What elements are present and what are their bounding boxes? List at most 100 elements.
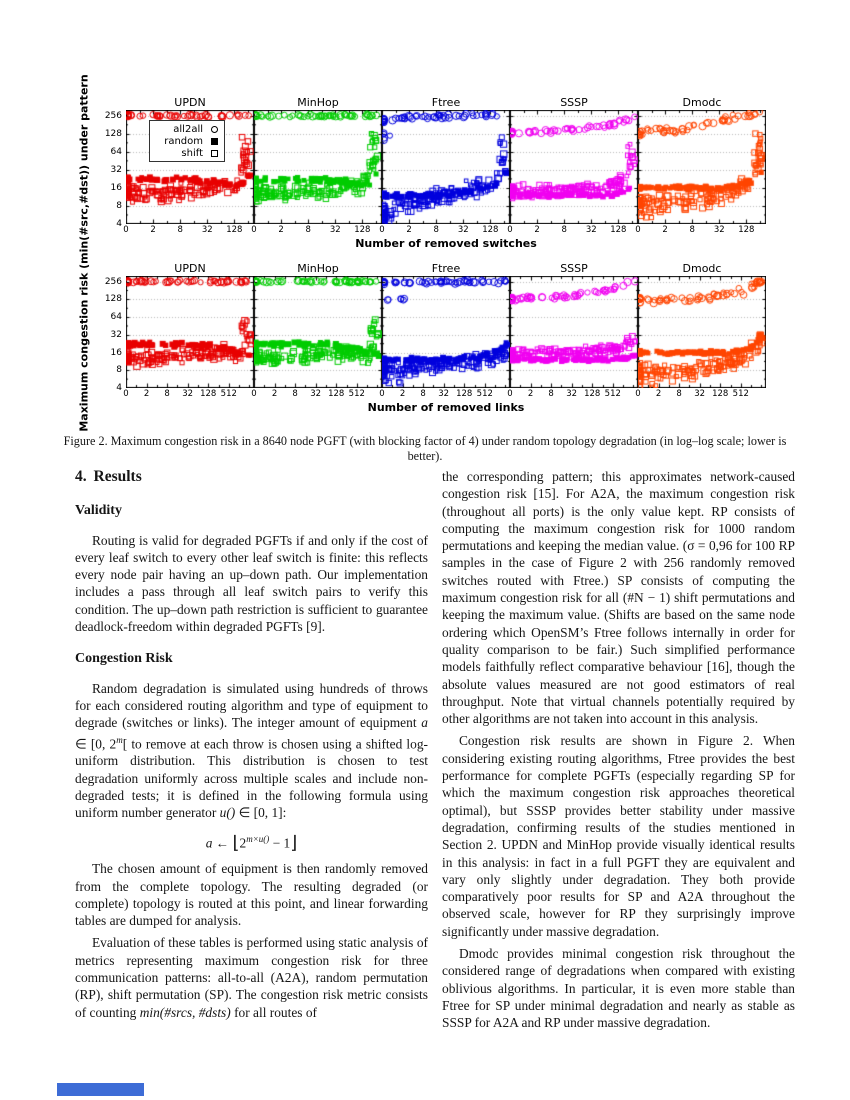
y-tick: 64: [110, 312, 122, 323]
x-tick: 2: [655, 389, 662, 399]
x-tick-labels: 0 2 8 32 128: [251, 224, 382, 235]
x-tick: 8: [433, 225, 439, 235]
link-annotation-box[interactable]: [57, 1083, 144, 1096]
congestion-paragraph-3: Evaluation of these tables is performed …: [75, 934, 428, 1020]
math-base: 2: [239, 834, 247, 850]
x-tick: 32: [329, 225, 341, 235]
y-tick: 8: [116, 365, 122, 376]
x-tick: 0: [123, 389, 129, 399]
x-tick: 32: [182, 389, 194, 399]
figure-strip: 0 2 8 32 128 0 2 8 32 128 0 2 8 32 128 0 2 8 32 128 0 2 8 32 128: [123, 224, 766, 235]
x-axis-label: Number of removed links: [367, 401, 525, 414]
y-axis-label: Maximum congestion risk (min(#src,#dst))…: [77, 74, 91, 432]
floor-right-symbol: ⌋: [290, 831, 298, 852]
x-tick: 32: [438, 389, 450, 399]
text-run: ∈ [0, 2: [75, 736, 117, 752]
x-tick: 128: [738, 225, 755, 235]
x-tick: 512: [732, 389, 749, 399]
right-paragraph-3: Dmodc provides minimal congestion risk t…: [442, 946, 795, 1031]
x-tick: 32: [457, 225, 469, 235]
x-tick-labels: 0 2 8 32 128: [123, 224, 254, 235]
x-tick: 512: [604, 389, 621, 399]
x-tick-labels: 0 2 8 32 128 512: [507, 388, 638, 399]
legend-label-all2all: all2all: [173, 123, 203, 135]
panel-title-SSSP: SSSP: [560, 96, 588, 109]
x-tick: 8: [292, 389, 298, 399]
scatter-panel-MinHop-links: [254, 276, 382, 388]
text-run: :: [282, 805, 287, 821]
x-tick: 0: [251, 225, 257, 235]
x-tick: 8: [420, 389, 426, 399]
x-tick: 32: [585, 225, 597, 235]
x-tick: 2: [150, 225, 156, 235]
section-heading: 4. Results: [75, 468, 142, 485]
x-tick: 0: [379, 225, 385, 235]
x-tick: 2: [534, 225, 540, 235]
legend-row: shift: [155, 147, 218, 159]
x-tick: 2: [662, 225, 668, 235]
legend-label-random: random: [164, 135, 203, 147]
panel-title-Dmodc: Dmodc: [682, 262, 722, 275]
all2all-circle-marker-icon: [211, 125, 218, 133]
right-column: the corresponding pattern; this approxim…: [442, 468, 795, 1032]
scatter-panel-SSSP-links: [510, 276, 638, 388]
y-tick: 16: [110, 347, 122, 358]
math-tail: − 1: [269, 834, 291, 850]
panel-title-UPDN: UPDN: [174, 262, 206, 275]
panel-title-Ftree: Ftree: [431, 262, 461, 275]
x-tick: 8: [177, 225, 183, 235]
figure-caption: Figure 2. Maximum congestion risk in a 8…: [63, 434, 787, 463]
math-var-u: u(): [219, 805, 236, 821]
x-tick: 32: [201, 225, 213, 235]
legend-row: all2all: [155, 123, 218, 135]
legend: all2all random shift: [149, 120, 225, 162]
x-tick-labels: 0 2 8 32 128: [507, 224, 638, 235]
text-run: [: [122, 736, 128, 752]
scatter-panel-Dmodc-links: [638, 276, 766, 388]
x-tick: 128: [226, 225, 243, 235]
math-var-a: a: [205, 834, 213, 850]
x-tick: 128: [584, 389, 601, 399]
x-tick: 2: [278, 225, 284, 235]
x-tick: 8: [676, 389, 682, 399]
x-tick: 32: [694, 389, 706, 399]
x-tick: 512: [220, 389, 237, 399]
left-column: 4. Results Validity Routing is valid for…: [75, 468, 428, 1021]
math-var-a: a: [421, 715, 428, 731]
x-tick: 8: [561, 225, 567, 235]
x-tick: 0: [635, 389, 641, 399]
text-run: for all routes of: [230, 1004, 318, 1020]
x-tick: 2: [406, 225, 412, 235]
x-tick: 32: [566, 389, 578, 399]
x-tick: 512: [476, 389, 493, 399]
text-run: Evaluation of these tables is performed …: [75, 935, 428, 1020]
x-tick-labels: 0 2 8 32 128 512: [251, 388, 382, 399]
figure-strip: 0 2 8 32 128 512 0 2 8 32 128 512 0 2 8 32 128 512 0 2 8 32 12…: [123, 388, 766, 399]
math-exponent-m: m: [116, 734, 123, 745]
x-tick: 0: [635, 225, 641, 235]
scatter-panel-Ftree-links: [382, 276, 510, 388]
x-tick: 512: [348, 389, 365, 399]
figure-row-switches: UPDN MinHop Ftree SSSP Dmodc 0 2 8 32 128 0 2 8 32 128…: [123, 96, 766, 250]
x-tick: 32: [713, 225, 725, 235]
figure-strip: UPDN MinHop Ftree SSSP Dmodc: [126, 96, 766, 110]
scatter-panel-SSSP-switches: [510, 110, 638, 224]
y-tick: 256: [104, 276, 122, 287]
x-tick: 128: [328, 389, 345, 399]
random-filled-square-marker-icon: [211, 137, 218, 145]
figure-strip: UPDN MinHop Ftree SSSP Dmodc: [126, 262, 766, 276]
x-tick: 128: [354, 225, 371, 235]
legend-row: random: [155, 135, 218, 147]
x-tick: 2: [399, 389, 406, 399]
figure-strip: [126, 276, 766, 388]
panel-title-Dmodc: Dmodc: [682, 96, 722, 109]
scatter-panel-Dmodc-switches: [638, 110, 766, 224]
panel-title-MinHop: MinHop: [297, 262, 339, 275]
text-run: Random degradation is simulated using hu…: [75, 680, 428, 731]
y-tick: 64: [110, 146, 122, 157]
x-tick: 0: [507, 389, 513, 399]
x-tick: 8: [689, 225, 695, 235]
validity-paragraph: Routing is valid for degraded PGFTs if a…: [75, 532, 428, 635]
y-tick: 32: [110, 329, 122, 340]
math-min-expression: min(#srcs, #dsts): [139, 1004, 231, 1020]
